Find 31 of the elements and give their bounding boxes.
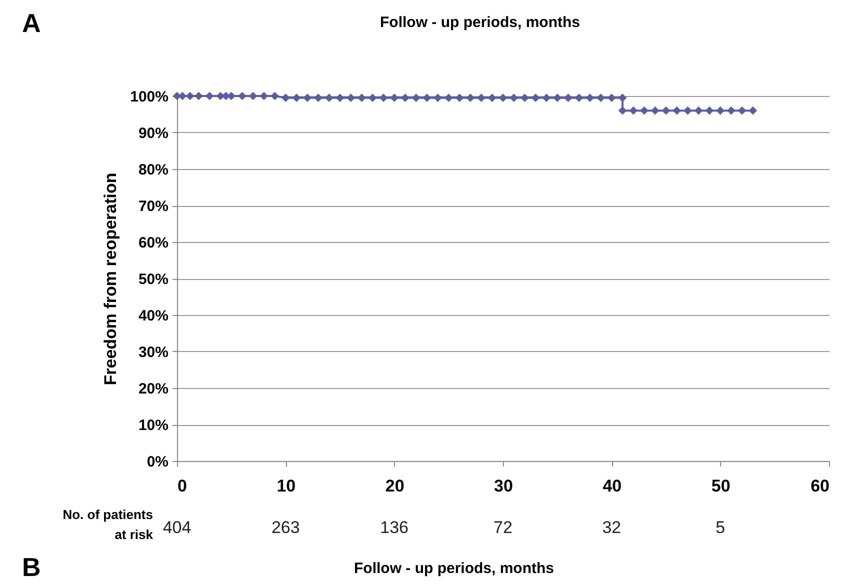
x-tick-label: 30: [494, 476, 513, 496]
text: 136: [380, 518, 409, 537]
x-tick-label: 20: [385, 476, 404, 496]
text: A: [22, 8, 41, 38]
y-tick-label: 20%: [138, 380, 168, 398]
text: 72: [494, 518, 512, 537]
y-axis-title: Freedom from reoperation: [101, 172, 120, 386]
y-tick-label: 80%: [138, 162, 168, 178]
x-axis-title: Follow - up periods, months: [354, 560, 554, 577]
text: 404: [162, 518, 192, 537]
x-tick-label: 10: [276, 476, 296, 496]
x-tick-label: 50: [711, 476, 730, 496]
y-tick-label: 40%: [138, 308, 168, 324]
y-tick-label: 60%: [138, 234, 168, 252]
y-tick-label: 0%: [146, 454, 168, 470]
y-tick-label: 100%: [130, 88, 168, 106]
x-tick-label: 60: [810, 476, 830, 496]
text: 32: [602, 518, 622, 537]
x-tick-label: 0: [178, 476, 187, 496]
x-tick-label: 40: [602, 476, 622, 496]
text: B: [22, 552, 41, 582]
y-tick-label: 30%: [138, 344, 168, 361]
text: at risk: [114, 527, 154, 542]
chart-title: Follow - up periods, months: [380, 14, 580, 31]
y-tick-label: 50%: [138, 271, 168, 288]
text: 5: [716, 518, 726, 537]
y-tick-label: 90%: [138, 125, 168, 142]
y-tick-label: 70%: [138, 198, 168, 215]
text: 263: [271, 518, 300, 537]
y-tick-label: 10%: [138, 417, 168, 434]
text: No. of patients: [62, 507, 153, 522]
